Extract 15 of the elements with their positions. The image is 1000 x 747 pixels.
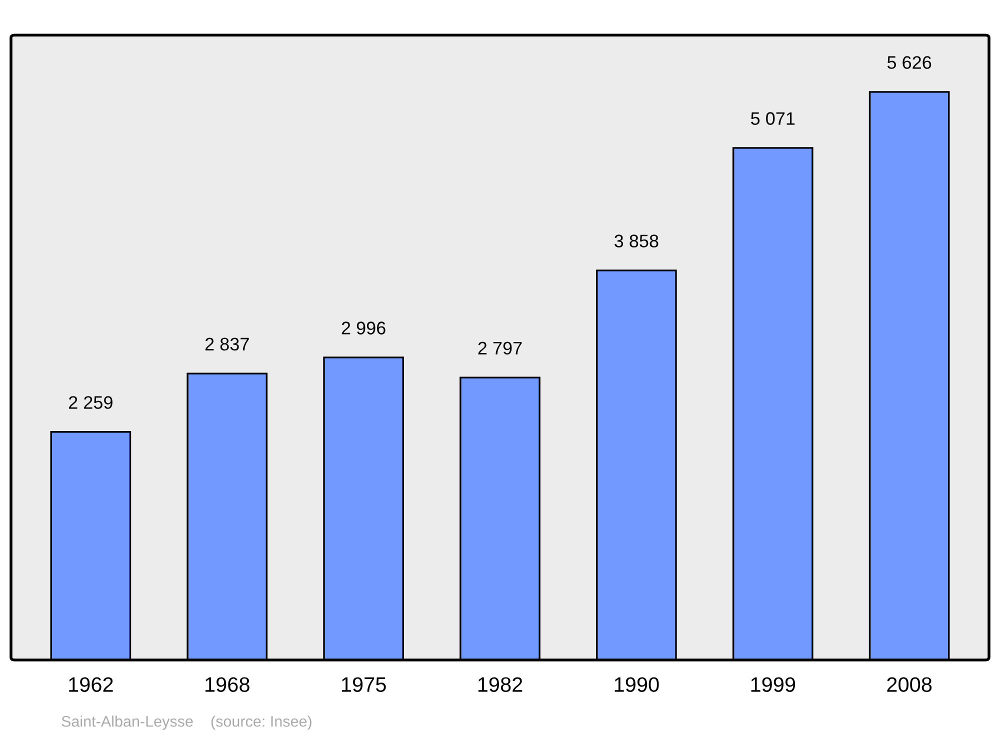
x-tick-label: 1999 [751,677,796,692]
data-label: 3 858 [614,234,658,248]
x-tick-label: 1962 [69,677,113,692]
x-tick-label: 1982 [478,677,522,692]
data-label: 2 837 [205,338,249,351]
data-label: 2 996 [342,322,386,334]
text: Saint-Alban-Leysse (source: Insee) [62,716,312,730]
x-tick-label: 1968 [206,677,250,692]
x-tick-label: 1975 [342,677,386,692]
data-label: 5 071 [751,112,795,125]
x-tick-label: 2008 [887,677,932,692]
x-tick-label: 1990 [614,677,659,692]
data-label: 2 259 [69,396,112,409]
data-label: 5 626 [887,56,932,69]
data-label: 2 797 [478,342,522,355]
